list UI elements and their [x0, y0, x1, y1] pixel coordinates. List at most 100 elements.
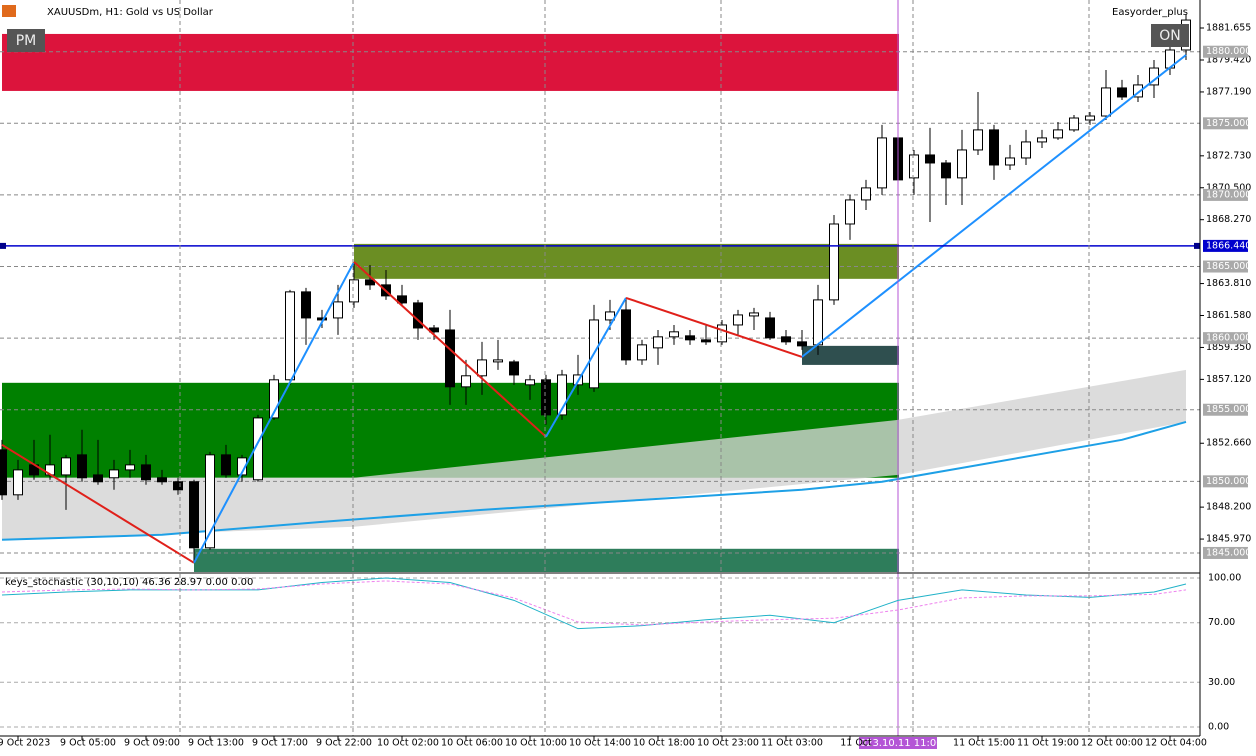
candle-body: [877, 137, 887, 189]
x-tick-label: 10 Oct 10:00: [505, 738, 567, 749]
candle-body: [173, 481, 183, 491]
y-tick-label: 1859.350: [1206, 342, 1251, 353]
plot-layer: [0, 0, 1200, 736]
on-button-label[interactable]: ON: [1159, 28, 1181, 44]
candle-body: [1069, 117, 1079, 131]
zigzag-segment: [545, 297, 627, 438]
x-tick-label: 10 Oct 23:00: [697, 738, 759, 749]
candle-body: [1021, 141, 1031, 159]
on-button[interactable]: [1151, 24, 1189, 47]
candle-body: [109, 469, 119, 479]
candle-body: [189, 481, 199, 549]
pm-button[interactable]: [7, 29, 45, 52]
candle-body: [205, 454, 215, 549]
candle-body: [493, 359, 503, 363]
zone: [2, 33, 899, 91]
envelope-band: [2, 369, 1186, 540]
zigzag-segment: [625, 296, 803, 358]
level-label: 1845.000: [1206, 547, 1251, 558]
candle-body: [1005, 157, 1015, 166]
y-tick-label: 1868.270: [1206, 214, 1251, 225]
zigzag-segment: [801, 54, 1187, 358]
stoch-tick-label: 0.00: [1208, 722, 1229, 733]
candle-body: [365, 279, 375, 286]
y-tick-label: 1877.190: [1206, 86, 1251, 97]
candle-body: [701, 339, 711, 343]
x-tick-label: 9 Oct 13:00: [188, 738, 244, 749]
candle-body: [317, 317, 327, 321]
candle-body: [941, 162, 951, 179]
zone: [802, 345, 899, 365]
candle-body: [333, 301, 343, 319]
y-tick-label: 1872.730: [1206, 150, 1251, 161]
candle-body: [13, 469, 23, 496]
x-tick-label: 11 Oct 19:00: [1017, 738, 1079, 749]
stoch-tick-label: 30.00: [1208, 677, 1235, 688]
candle-body: [541, 379, 551, 416]
y-tick-label: 1881.655: [1206, 22, 1251, 33]
candle-body: [477, 359, 487, 377]
candle-body: [861, 187, 871, 201]
candle-body: [397, 295, 407, 304]
y-tick-label: 1848.200: [1206, 502, 1251, 513]
level-label-box: [1203, 188, 1248, 201]
candle-body: [61, 457, 71, 476]
cursor-time-box: [859, 737, 937, 749]
x-tick-label: 9 Oct 09:00: [124, 738, 180, 749]
candle-body: [285, 291, 295, 381]
stoch-line: [1, 580, 1187, 626]
level-label: 1870.000: [1206, 189, 1251, 200]
candle-body: [989, 129, 999, 166]
zigzag-segment: [353, 261, 547, 438]
candle-body: [1133, 84, 1143, 98]
zone: [194, 548, 899, 572]
candle-body: [525, 379, 535, 386]
candle-body: [125, 464, 135, 471]
x-tick-label: 9 Oct 22:00: [316, 738, 372, 749]
y-tick-label: 1852.660: [1206, 438, 1251, 449]
candle-body: [1085, 115, 1095, 121]
indicator-label: keys_stochastic (30,10,10) 46.36 28.97 0…: [5, 577, 253, 588]
candle-body: [813, 299, 823, 346]
cursor-time-label: 2023.10.11 11:00: [853, 738, 942, 749]
price-handle: [0, 242, 6, 249]
level-label: 1860.000: [1206, 333, 1251, 344]
candle-body: [237, 457, 247, 476]
level-label: 1875.000: [1206, 118, 1251, 129]
candle-body: [509, 361, 519, 376]
level-label-box: [1203, 403, 1248, 416]
level-label: 1855.000: [1206, 404, 1251, 415]
candle-body: [829, 223, 839, 301]
x-tick-label: 11 Oct: [840, 738, 872, 749]
candle-body: [749, 312, 759, 317]
level-label-box: [1203, 332, 1248, 345]
candle-body: [1037, 137, 1047, 143]
candle-body: [637, 344, 647, 361]
x-tick-label: 9 Oct 2023: [0, 738, 50, 749]
x-tick-label: 9 Oct 17:00: [252, 738, 308, 749]
candle-body: [77, 454, 87, 479]
candle-body: [1117, 87, 1127, 98]
pm-button-label[interactable]: PM: [16, 33, 37, 49]
app-icon: [2, 5, 16, 17]
stoch-tick-label: 70.00: [1208, 617, 1235, 628]
y-tick-label: 1845.970: [1206, 534, 1251, 545]
candle-body: [669, 331, 679, 338]
candle-body: [685, 335, 695, 341]
current-price-label: 1866.440: [1206, 240, 1251, 251]
level-label-box: [1203, 546, 1248, 559]
candle-body: [461, 375, 471, 388]
candle-body: [733, 314, 743, 326]
candle-body: [221, 454, 231, 476]
current-price-box: [1203, 239, 1248, 252]
level-label: 1850.000: [1206, 476, 1251, 487]
level-label-box: [1203, 475, 1248, 488]
x-tick-label: 10 Oct 02:00: [377, 738, 439, 749]
x-tick-label: 12 Oct 00:00: [1081, 738, 1143, 749]
expert-name[interactable]: Easyorder_plus: [1112, 7, 1188, 18]
candle-body: [1101, 87, 1111, 117]
x-tick-label: 10 Oct 18:00: [633, 738, 695, 749]
level-label-box: [1203, 45, 1248, 58]
zigzag-segment: [193, 261, 355, 564]
